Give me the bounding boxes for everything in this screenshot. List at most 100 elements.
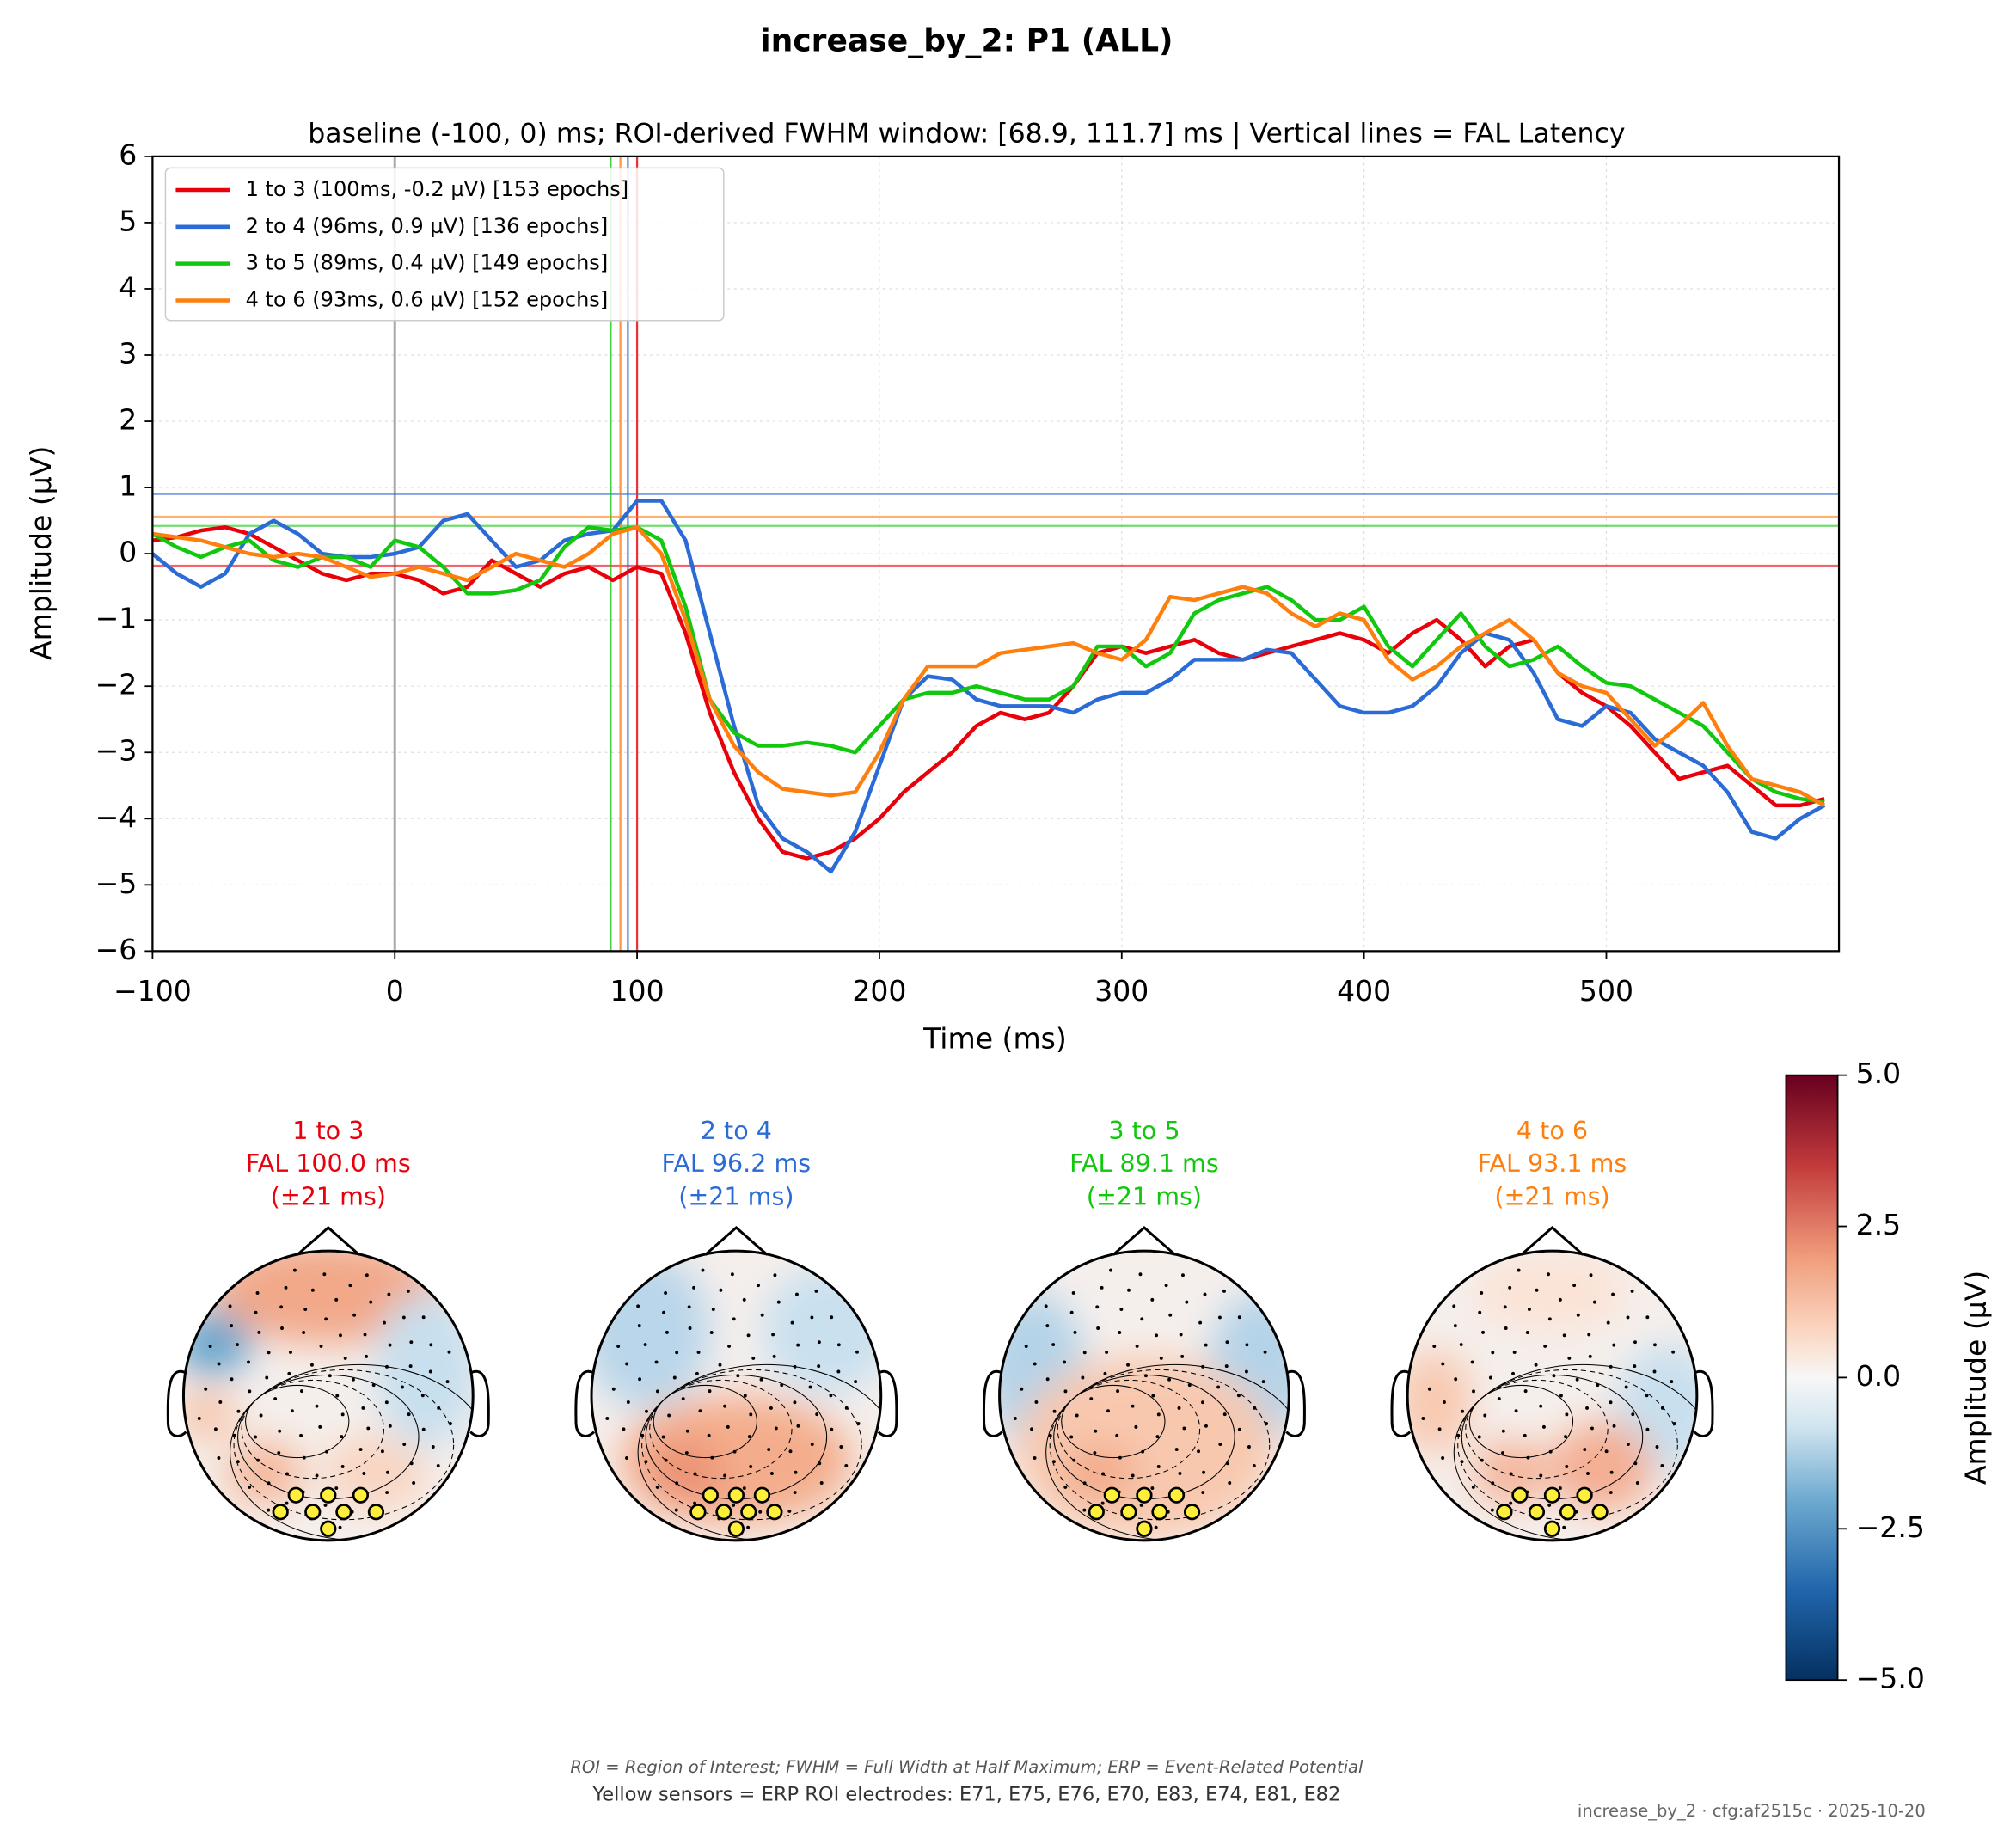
sensor (655, 1389, 659, 1394)
sensor (284, 1285, 288, 1290)
roi-sensor (352, 1486, 370, 1504)
y-tick-label: 2 (119, 403, 137, 437)
contour (1465, 1379, 1609, 1480)
sensor (348, 1284, 352, 1288)
sensor (447, 1350, 451, 1354)
sensor (1539, 1404, 1543, 1408)
colorbar-label: Amplitude (µV) (1958, 1271, 1992, 1485)
sensor (746, 1333, 751, 1338)
sensor (1491, 1351, 1495, 1355)
sensor (1126, 1363, 1131, 1367)
sensor (1218, 1443, 1222, 1446)
sensor (1201, 1400, 1204, 1405)
sensor (351, 1377, 355, 1382)
sensor (1501, 1451, 1504, 1455)
ear-left (982, 1369, 1003, 1437)
sensor (796, 1424, 800, 1428)
head-outline (181, 1249, 475, 1542)
sensor (1633, 1340, 1637, 1345)
sensor (369, 1300, 373, 1304)
sensor (742, 1297, 746, 1302)
sensor (247, 1360, 250, 1364)
series-line (152, 525, 1825, 861)
sensor (1511, 1371, 1515, 1375)
sensor (1552, 1374, 1556, 1378)
nose (1520, 1226, 1584, 1256)
sensor (723, 1473, 727, 1478)
topomap-field (1407, 1251, 1697, 1541)
sensor (626, 1400, 630, 1404)
sensor (747, 1435, 751, 1439)
roi-sensor (1511, 1486, 1529, 1504)
contour (1061, 1384, 1166, 1459)
sensor (315, 1473, 319, 1478)
colorbar-tick-label: −2.5 (1856, 1510, 1925, 1544)
contour (637, 1363, 881, 1541)
sensor (1626, 1443, 1630, 1446)
sensor (1432, 1345, 1437, 1348)
sensor (1106, 1409, 1110, 1413)
sensor (383, 1320, 386, 1325)
sensor (365, 1273, 369, 1277)
sensor (428, 1369, 432, 1374)
sensor (1590, 1426, 1594, 1431)
sensor (1575, 1377, 1579, 1382)
sensor (1460, 1460, 1464, 1464)
sensor (1237, 1394, 1241, 1398)
sensor (386, 1470, 389, 1474)
sensor (665, 1330, 669, 1334)
sensor (1263, 1350, 1267, 1354)
sensor (643, 1343, 647, 1346)
sensor (1222, 1412, 1227, 1417)
sensor (228, 1304, 232, 1308)
axes-frame (151, 155, 1841, 953)
sensor (1459, 1343, 1463, 1346)
legend-box (164, 167, 725, 322)
sensor (751, 1356, 756, 1360)
sensor (710, 1455, 714, 1460)
sensor (1609, 1400, 1613, 1405)
sensor (1033, 1456, 1037, 1460)
sensor (1624, 1385, 1628, 1389)
sensor (230, 1377, 234, 1382)
sensor (1143, 1374, 1148, 1378)
sensor (773, 1273, 777, 1277)
sensor (757, 1284, 760, 1288)
sensor (358, 1448, 363, 1451)
sensor (340, 1464, 345, 1468)
colorbar-tick-label: −5.0 (1856, 1662, 1925, 1695)
sensor (749, 1412, 753, 1417)
x-axis-label: Time (ms) (922, 1022, 1067, 1056)
sensor (267, 1481, 271, 1486)
sensor (254, 1310, 258, 1314)
nose (1112, 1226, 1177, 1256)
sensor (616, 1345, 621, 1348)
roi-sensor (320, 1520, 337, 1537)
roi-sensor (727, 1486, 745, 1504)
sensor (309, 1363, 314, 1367)
sensor (1180, 1354, 1185, 1358)
sensor (788, 1449, 793, 1454)
sensor (1653, 1343, 1657, 1347)
y-tick-label: 4 (119, 270, 137, 303)
sensor (1201, 1364, 1205, 1369)
sensor (1535, 1288, 1539, 1292)
sensor (1604, 1449, 1609, 1454)
sensor (1181, 1273, 1185, 1277)
topomap-title: (±21 ms) (678, 1181, 794, 1210)
sensor (1045, 1324, 1050, 1328)
contour (245, 1384, 350, 1459)
sensor (723, 1404, 727, 1408)
topomap: 1 to 3 FAL 100.0 ms (±21 ms) (166, 1116, 490, 1542)
sensor (1491, 1481, 1495, 1486)
sensor (338, 1525, 342, 1529)
sensor (1164, 1284, 1168, 1288)
sensor (217, 1456, 221, 1460)
sensor (655, 1485, 659, 1489)
sensor (1072, 1458, 1076, 1462)
sensor (1109, 1268, 1112, 1272)
sensor (1609, 1364, 1613, 1369)
sensor (640, 1433, 645, 1437)
sensor (1245, 1343, 1249, 1347)
contour (1045, 1363, 1290, 1541)
